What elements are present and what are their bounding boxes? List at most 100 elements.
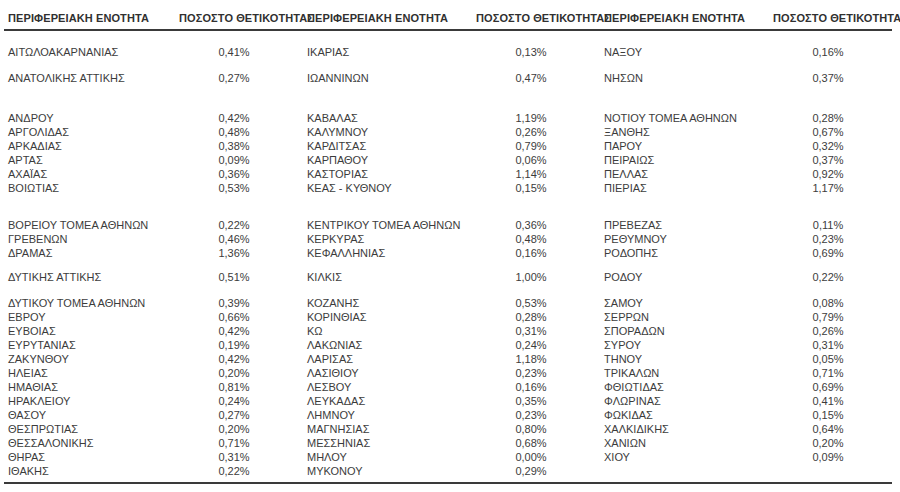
table-row: ΕΥΒΟΙΑΣ 0,42% ΚΩ 0,31% ΣΠΟΡΑΔΩΝ 0,26% — [4, 324, 892, 338]
region-name: ΑΙΤΩΛΟΑΚΑΡΝΑΝΙΑΣ — [4, 45, 179, 59]
positivity-value: 0,20% — [179, 422, 289, 436]
positivity-value: 0,00% — [476, 450, 586, 464]
region-name: ΕΥΡΥΤΑΝΙΑΣ — [4, 338, 179, 352]
region-name: ΚΙΛΚΙΣ — [303, 270, 476, 284]
positivity-value: 0,09% — [773, 450, 883, 464]
region-name: ΕΥΒΟΙΑΣ — [4, 324, 179, 338]
positivity-value: 0,42% — [179, 111, 289, 125]
region-name: ΛΕΣΒΟΥ — [303, 380, 476, 394]
positivity-value: 0,53% — [476, 296, 586, 310]
positivity-value: 1,00% — [476, 270, 586, 284]
positivity-value: 0,35% — [476, 394, 586, 408]
region-name: ΝΗΣΩΝ — [600, 71, 773, 85]
region-name: ΚΑΒΑΛΑΣ — [303, 111, 476, 125]
positivity-value: 0,22% — [179, 218, 289, 232]
positivity-value: 0,36% — [179, 167, 289, 181]
region-name: ΡΟΔΟΥ — [600, 270, 773, 284]
region-name: ΑΡΓΟΛΙΔΑΣ — [4, 125, 179, 139]
table-row: ΑΡΓΟΛΙΔΑΣ 0,48% ΚΑΛΥΜΝΟΥ 0,26% ΞΑΝΘΗΣ 0,… — [4, 125, 892, 139]
region-name: ΙΚΑΡΙΑΣ — [303, 45, 476, 59]
positivity-value: 0,47% — [476, 71, 586, 85]
positivity-value: 0,24% — [476, 338, 586, 352]
positivity-value: 0,37% — [773, 71, 883, 85]
region-name: ΖΑΚΥΝΘΟΥ — [4, 352, 179, 366]
region-name: ΚΕΑΣ - ΚΥΘΝΟΥ — [303, 181, 476, 195]
positivity-value: 0,48% — [476, 232, 586, 246]
region-name: ΦΛΩΡΙΝΑΣ — [600, 394, 773, 408]
positivity-value: 0,42% — [179, 352, 289, 366]
region-name: ΛΑΚΩΝΙΑΣ — [303, 338, 476, 352]
region-name: ΛΑΡΙΣΑΣ — [303, 352, 476, 366]
positivity-value: 1,19% — [476, 111, 586, 125]
region-name: ΒΟΙΩΤΙΑΣ — [4, 181, 179, 195]
positivity-value: 0,42% — [179, 324, 289, 338]
table-row: ΔΥΤΙΚΗΣ ΑΤΤΙΚΗΣ 0,51% ΚΙΛΚΙΣ 1,00% ΡΟΔΟΥ… — [4, 270, 892, 284]
region-name: ΚΩ — [303, 324, 476, 338]
table-row: ΑΧΑΪΑΣ 0,36% ΚΑΣΤΟΡΙΑΣ 1,14% ΠΕΛΛΑΣ 0,92… — [4, 167, 892, 181]
table-row: ΗΡΑΚΛΕΙΟΥ 0,24% ΛΕΥΚΑΔΑΣ 0,35% ΦΛΩΡΙΝΑΣ … — [4, 394, 892, 408]
positivity-value: 0,09% — [179, 153, 289, 167]
region-name: ΛΗΜΝΟΥ — [303, 408, 476, 422]
region-name: ΓΡΕΒΕΝΩΝ — [4, 232, 179, 246]
region-name: ΡΟΔΟΠΗΣ — [600, 246, 773, 260]
region-name: ΚΟΖΑΝΗΣ — [303, 296, 476, 310]
region-name: ΚΑΡΠΑΘΟΥ — [303, 153, 476, 167]
table-body: ΑΙΤΩΛΟΑΚΑΡΝΑΝΙΑΣ 0,41% ΙΚΑΡΙΑΣ 0,13% ΝΑΞ… — [4, 45, 892, 478]
region-name: ΧΑΛΚΙΔΙΚΗΣ — [600, 422, 773, 436]
table-row: ΔΥΤΙΚΟΥ ΤΟΜΕΑ ΑΘΗΝΩΝ 0,39% ΚΟΖΑΝΗΣ 0,53%… — [4, 296, 892, 310]
positivity-value: 0,24% — [179, 394, 289, 408]
region-name: ΠΕΛΛΑΣ — [600, 167, 773, 181]
table-row: ΘΕΣΣΑΛΟΝΙΚΗΣ 0,71% ΜΕΣΣΗΝΙΑΣ 0,68% ΧΑΝΙΩ… — [4, 436, 892, 450]
region-name: ΑΡΤΑΣ — [4, 153, 179, 167]
region-name: ΑΡΚΑΔΙΑΣ — [4, 139, 179, 153]
positivity-value: 0,23% — [476, 366, 586, 380]
positivity-value: 0,20% — [179, 366, 289, 380]
positivity-table: ΠΕΡΙΦΕΡΕΙΑΚΗ ΕΝΟΤΗΤΑ ΠΟΣΟΣΤΟ ΘΕΤΙΚΟΤΗΤΑΣ… — [4, 12, 892, 484]
positivity-value: 0,13% — [476, 45, 586, 59]
column-header-region-2: ΠΕΡΙΦΕΡΕΙΑΚΗ ΕΝΟΤΗΤΑ — [303, 12, 476, 24]
region-name: ΦΘΙΩΤΙΔΑΣ — [600, 380, 773, 394]
positivity-value: 0,26% — [476, 125, 586, 139]
region-name: ΚΑΛΥΜΝΟΥ — [303, 125, 476, 139]
region-name: ΑΧΑΪΑΣ — [4, 167, 179, 181]
region-name: ΘΑΣΟΥ — [4, 408, 179, 422]
region-name: ΙΘΑΚΗΣ — [4, 464, 179, 478]
column-header-rate-3: ΠΟΣΟΣΤΟ ΘΕΤΙΚΟΤΗΤΑΣ — [773, 12, 883, 24]
positivity-value: 0,15% — [773, 408, 883, 422]
column-header-region-1: ΠΕΡΙΦΕΡΕΙΑΚΗ ΕΝΟΤΗΤΑ — [4, 12, 179, 24]
region-name: ΔΡΑΜΑΣ — [4, 246, 179, 260]
table-row: ΙΘΑΚΗΣ 0,22% ΜΥΚΟΝΟΥ 0,29% — [4, 464, 892, 478]
region-name: ΠΙΕΡΙΑΣ — [600, 181, 773, 195]
positivity-value: 0,28% — [476, 310, 586, 324]
region-name: ΡΕΘΥΜΝΟΥ — [600, 232, 773, 246]
table-row: ΑΙΤΩΛΟΑΚΑΡΝΑΝΙΑΣ 0,41% ΙΚΑΡΙΑΣ 0,13% ΝΑΞ… — [4, 45, 892, 59]
positivity-value: 0,79% — [773, 310, 883, 324]
positivity-value: 0,08% — [773, 296, 883, 310]
positivity-value: 0,67% — [773, 125, 883, 139]
region-name: ΤΡΙΚΑΛΩΝ — [600, 366, 773, 380]
document-page: ΠΕΡΙΦΕΡΕΙΑΚΗ ΕΝΟΤΗΤΑ ΠΟΣΟΣΤΟ ΘΕΤΙΚΟΤΗΤΑΣ… — [0, 0, 900, 492]
region-name: ΤΗΝΟΥ — [600, 352, 773, 366]
table-row: ΓΡΕΒΕΝΩΝ 0,46% ΚΕΡΚΥΡΑΣ 0,48% ΡΕΘΥΜΝΟΥ 0… — [4, 232, 892, 246]
region-name: ΗΜΑΘΙΑΣ — [4, 380, 179, 394]
positivity-value: 0,41% — [773, 394, 883, 408]
region-name: ΒΟΡΕΙΟΥ ΤΟΜΕΑ ΑΘΗΝΩΝ — [4, 218, 179, 232]
positivity-value: 0,68% — [476, 436, 586, 450]
region-name: ΜΕΣΣΗΝΙΑΣ — [303, 436, 476, 450]
region-name: ΚΟΡΙΝΘΙΑΣ — [303, 310, 476, 324]
region-name: ΠΡΕΒΕΖΑΣ — [600, 218, 773, 232]
region-name: ΣΠΟΡΑΔΩΝ — [600, 324, 773, 338]
region-name: ΚΑΡΔΙΤΣΑΣ — [303, 139, 476, 153]
positivity-value: 1,36% — [179, 246, 289, 260]
positivity-value: 1,17% — [773, 181, 883, 195]
region-name: ΠΕΙΡΑΙΩΣ — [600, 153, 773, 167]
table-row: ΗΛΕΙΑΣ 0,20% ΛΑΣΙΘΙΟΥ 0,23% ΤΡΙΚΑΛΩΝ 0,7… — [4, 366, 892, 380]
positivity-value: 0,48% — [179, 125, 289, 139]
column-header-rate-1: ΠΟΣΟΣΤΟ ΘΕΤΙΚΟΤΗΤΑΣ — [179, 12, 289, 24]
region-name: ΝΟΤΙΟΥ ΤΟΜΕΑ ΑΘΗΝΩΝ — [600, 111, 773, 125]
positivity-value: 0,31% — [476, 324, 586, 338]
region-name: ΔΥΤΙΚΗΣ ΑΤΤΙΚΗΣ — [4, 270, 179, 284]
region-name: ΘΕΣΣΑΛΟΝΙΚΗΣ — [4, 436, 179, 450]
positivity-value: 0,53% — [179, 181, 289, 195]
positivity-value: 0,69% — [773, 246, 883, 260]
